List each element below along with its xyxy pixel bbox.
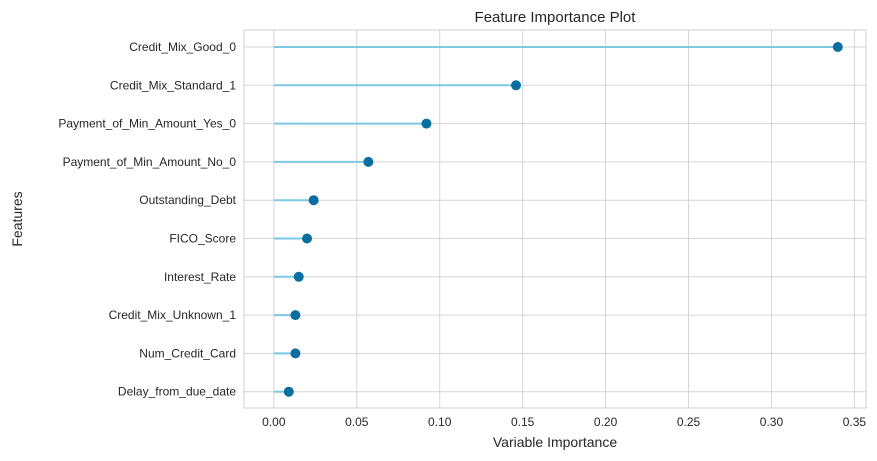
x-axis-title: Variable Importance [493, 434, 617, 450]
lollipop-marker [290, 310, 301, 321]
chart-title: Feature Importance Plot [475, 9, 637, 26]
y-tick-label: Credit_Mix_Good_0 [129, 40, 236, 54]
y-axis-title: Features [9, 191, 25, 246]
y-tick-label: Outstanding_Debt [139, 193, 236, 207]
marks-layer [273, 42, 843, 397]
lollipop-marker [511, 80, 522, 91]
labels-layer: 0.00 0.05 0.10 0.15 0.20 0.25 0.30 0.35 Credit_M… [58, 40, 866, 429]
x-tick-label: 0.00 [262, 415, 286, 429]
y-tick-label: Delay_from_due_date [118, 385, 236, 399]
y-tick-label: Payment_of_Min_Amount_Yes_0 [58, 117, 236, 131]
y-tick-label: Credit_Mix_Unknown_1 [109, 308, 237, 322]
lollipop-marker [363, 156, 374, 167]
y-tick-label: FICO_Score [169, 232, 236, 246]
x-tick-label: 0.35 [843, 415, 867, 429]
lollipop-marker [308, 195, 319, 206]
lollipop-marker [283, 386, 294, 397]
x-tick-label: 0.25 [677, 415, 701, 429]
lollipop-marker [293, 271, 304, 282]
lollipop-marker [832, 42, 843, 52]
lollipop-marker [290, 348, 301, 359]
x-tick-label: 0.30 [760, 415, 784, 429]
y-tick-label: Interest_Rate [164, 270, 236, 284]
y-tick-label: Payment_of_Min_Amount_No_0 [63, 155, 237, 169]
lollipop-marker [421, 118, 432, 129]
y-tick-label: Credit_Mix_Standard_1 [110, 78, 236, 92]
plot-frame [243, 29, 867, 409]
grid-layer [243, 29, 867, 409]
x-tick-label: 0.10 [428, 415, 452, 429]
x-tick-label: 0.05 [345, 415, 369, 429]
x-tick-label: 0.20 [594, 415, 618, 429]
x-tick-label: 0.15 [511, 415, 535, 429]
y-tick-label: Num_Credit_Card [139, 346, 236, 360]
lollipop-marker [302, 233, 313, 244]
